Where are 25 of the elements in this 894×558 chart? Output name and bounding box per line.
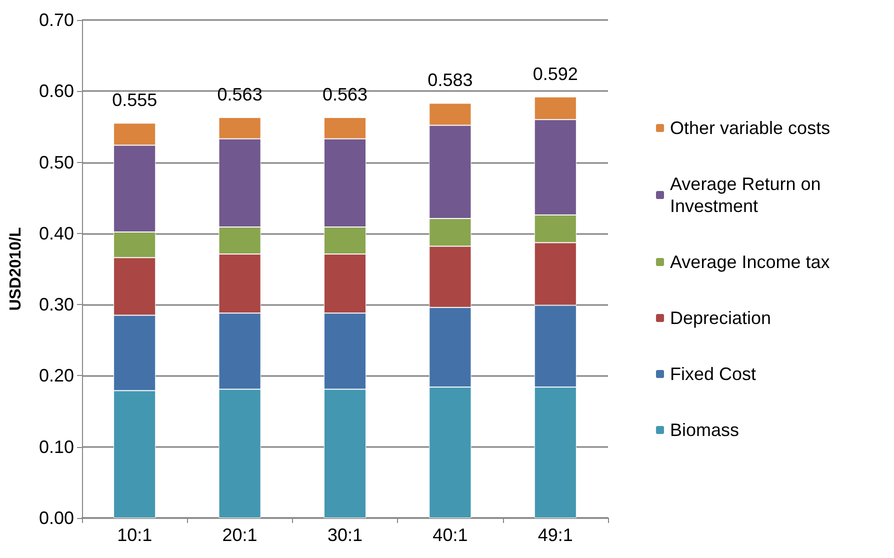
y-tick-label: 0.30 bbox=[38, 294, 74, 315]
legend-label: Average Return on Investment bbox=[670, 174, 826, 216]
total-label: 0.592 bbox=[532, 64, 578, 84]
total-label: 0.563 bbox=[217, 84, 262, 104]
y-tick-label: 0.50 bbox=[38, 152, 74, 172]
legend-label: Other variable costs bbox=[670, 118, 830, 138]
legend-label: Fixed Cost bbox=[670, 364, 756, 384]
legend-label: Depreciation bbox=[670, 308, 772, 328]
y-tick-label: 0.10 bbox=[38, 436, 74, 457]
x-tick-label: 10:1 bbox=[117, 525, 152, 545]
total-label: 0.583 bbox=[428, 70, 473, 90]
total-label: 0.555 bbox=[112, 90, 158, 110]
y-tick-label: 0.00 bbox=[38, 508, 74, 528]
legend-label: Biomass bbox=[670, 420, 740, 440]
y-tick-label: 0.40 bbox=[38, 223, 74, 244]
total-label: 0.563 bbox=[322, 84, 368, 104]
legend-label: Average Income tax bbox=[670, 252, 830, 272]
y-tick-label: 0.20 bbox=[38, 366, 74, 386]
x-tick-label: 20:1 bbox=[222, 525, 258, 545]
x-tick-label: 30:1 bbox=[327, 525, 363, 545]
y-tick-label: 0.70 bbox=[38, 10, 74, 30]
y-axis-title: USD2010/L bbox=[8, 226, 24, 311]
x-tick-label: 40:1 bbox=[432, 525, 468, 545]
y-tick-label: 0.60 bbox=[38, 81, 74, 102]
x-tick-label: 49:1 bbox=[538, 525, 573, 545]
